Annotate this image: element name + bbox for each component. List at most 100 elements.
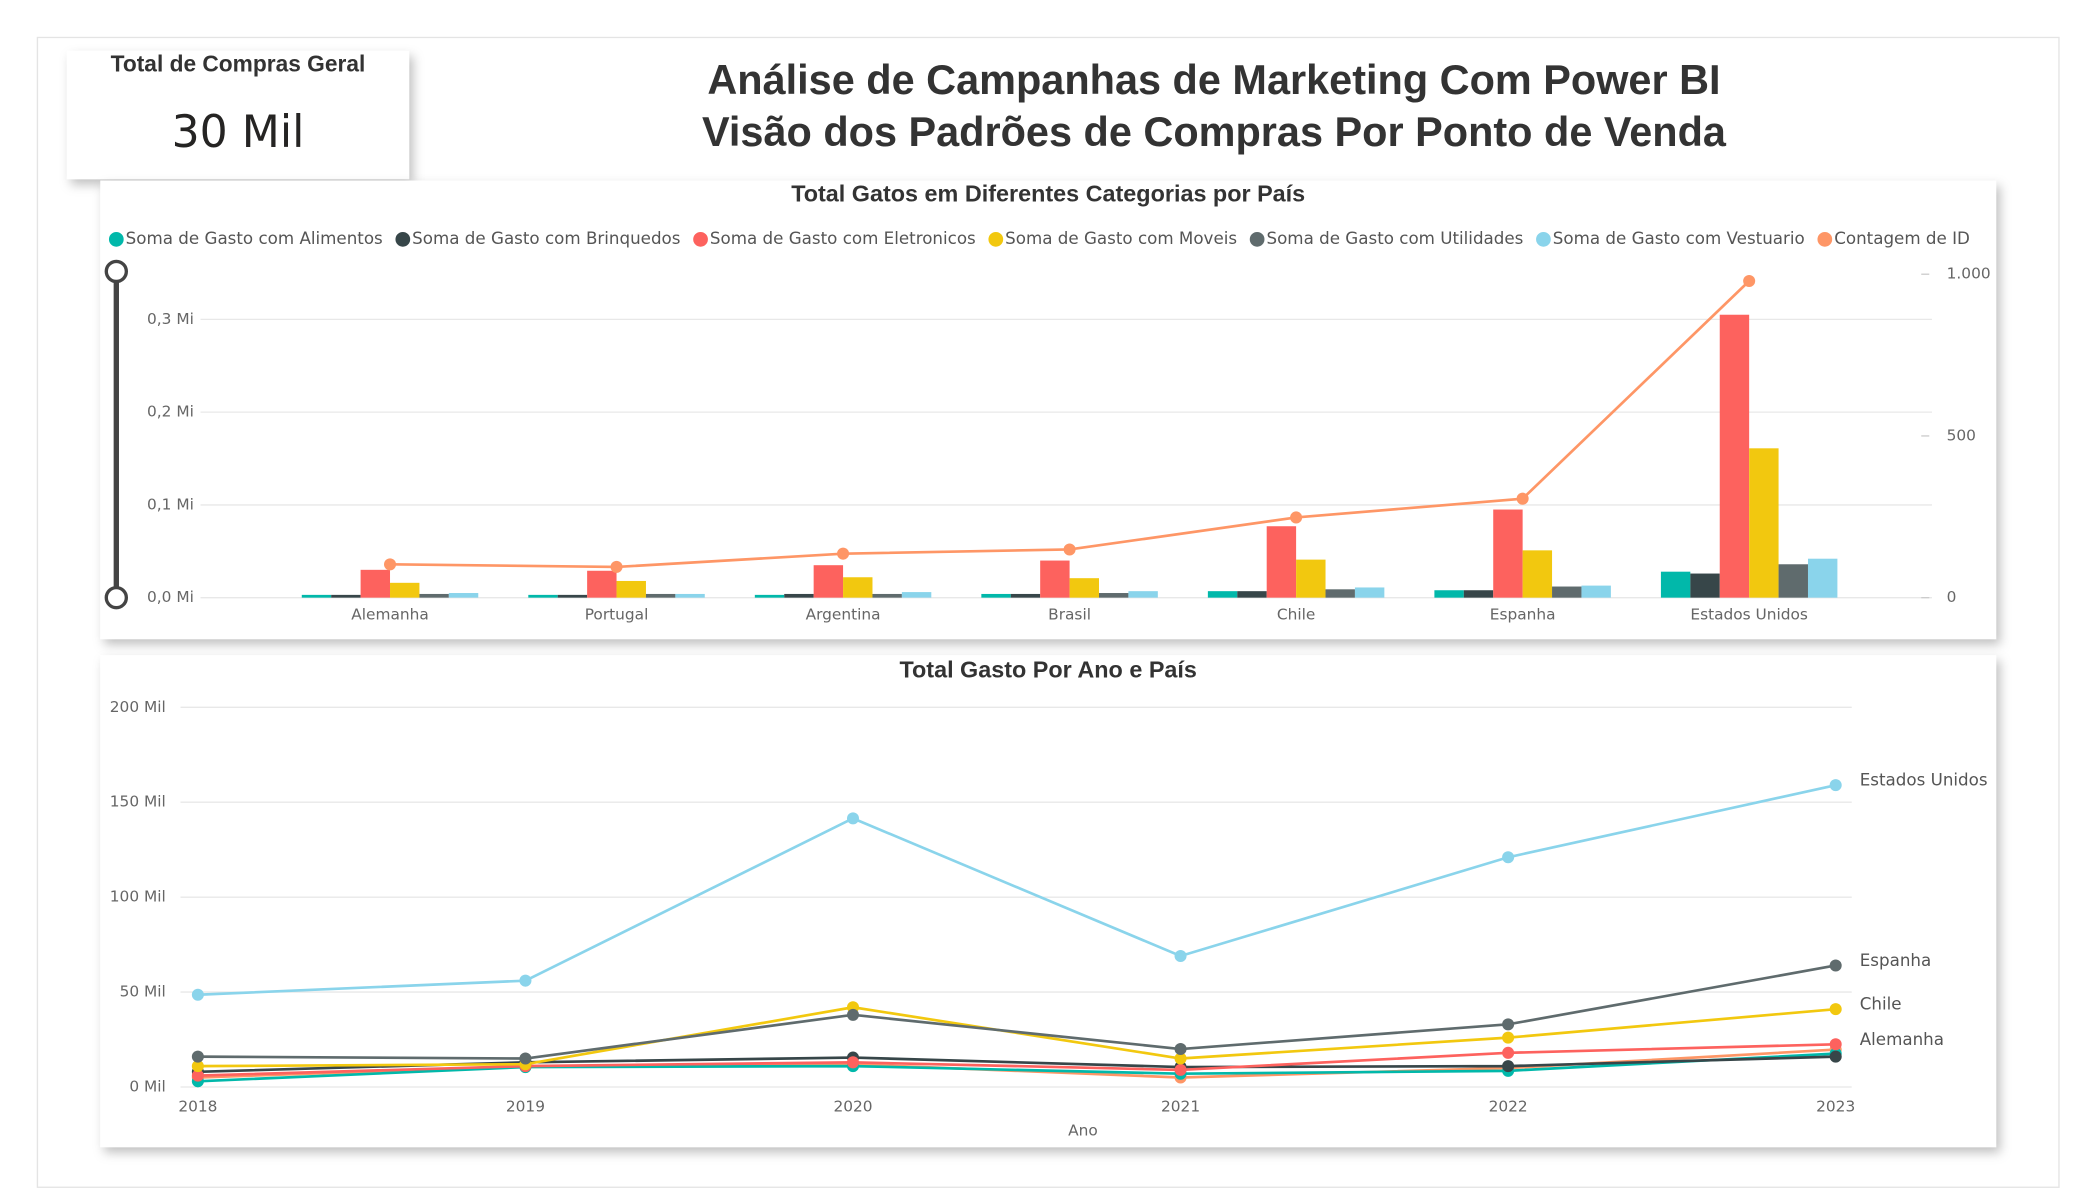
y-tick-label: 0,1 Mi (147, 495, 194, 513)
line-point (846, 812, 860, 825)
bar (1296, 559, 1326, 598)
y2-tick-label: 0 (1947, 588, 1957, 606)
line-point (846, 1056, 860, 1069)
bar (1581, 585, 1611, 598)
line-point (1174, 1043, 1187, 1056)
page-title: Análise de Campanhas de Marketing Com Po… (707, 56, 1720, 103)
bar (1207, 591, 1238, 598)
line-point (837, 547, 850, 560)
bar (1010, 593, 1041, 598)
bar (645, 593, 676, 598)
bar (1660, 571, 1691, 598)
legend-label: Soma de Gasto com Utilidades (1266, 228, 1523, 248)
series-end-label: Chile (1860, 994, 1902, 1014)
series-end-label: Estados Unidos (1860, 770, 1988, 790)
legend-marker (1536, 231, 1551, 247)
line-series (197, 783, 1836, 997)
y-tick-label: 0 Mil (129, 1077, 165, 1095)
chart-title: Total Gatos em Diferentes Categorias por… (791, 180, 1305, 206)
legend-label: Soma de Gasto com Moveis (1005, 228, 1237, 248)
line-point (519, 1052, 532, 1065)
line-point (1829, 1038, 1842, 1051)
bar (1552, 586, 1582, 598)
legend-label: Contagem de ID (1834, 228, 1970, 248)
kpi-label: Total de Compras Geral (111, 51, 366, 77)
y-tick-label: 150 Mil (110, 793, 166, 811)
bar (754, 594, 785, 598)
bar (1237, 591, 1267, 598)
y-tick-label: 200 Mil (110, 698, 166, 716)
line-point (1063, 543, 1076, 556)
bar (784, 593, 814, 598)
line-point (1502, 1018, 1515, 1031)
bar (675, 593, 705, 598)
y2-tick-label: 1.000 (1947, 265, 1991, 283)
bar (1463, 590, 1494, 598)
frame (36, 36, 2060, 1188)
slider-handle[interactable] (104, 585, 129, 610)
y-tick-label: 100 Mil (110, 888, 166, 906)
bar (1069, 578, 1100, 598)
line-point (384, 558, 397, 571)
line-point (1829, 779, 1842, 792)
bar (901, 592, 932, 598)
line-point (1829, 959, 1842, 972)
x-tick-label: Espanha (1490, 606, 1556, 624)
bar (528, 594, 558, 598)
bar (1749, 448, 1779, 598)
bar (1778, 564, 1808, 598)
bar (1040, 560, 1070, 598)
line-point (191, 988, 204, 1001)
bar (1128, 591, 1158, 598)
x-tick-label: 2021 (1161, 1098, 1200, 1116)
line-point (191, 1050, 204, 1063)
x-tick-label: 2018 (178, 1098, 217, 1116)
bar (813, 565, 844, 598)
bar (843, 577, 873, 598)
bar (1690, 573, 1720, 598)
bar (1807, 558, 1838, 598)
bar (419, 593, 449, 598)
bar (1719, 314, 1750, 598)
y2-tick-label: 500 (1947, 426, 1976, 444)
line-point (1502, 851, 1515, 864)
legend-label: Soma de Gasto com Brinquedos (412, 228, 680, 248)
line-point (1290, 511, 1303, 524)
x-tick-label: 2022 (1489, 1098, 1528, 1116)
bar (331, 594, 361, 598)
bar (1354, 587, 1385, 598)
line-point (1829, 1003, 1842, 1016)
x-tick-label: 2019 (506, 1098, 545, 1116)
bar (616, 580, 646, 598)
bar (1522, 550, 1553, 598)
bar (360, 569, 391, 598)
line-point (1502, 1031, 1515, 1044)
bar (587, 570, 617, 598)
line-point (1502, 1060, 1515, 1073)
line-point (1829, 1050, 1842, 1063)
line-point (1516, 492, 1529, 505)
bar (872, 593, 902, 598)
bar (390, 582, 420, 598)
x-tick-label: Chile (1277, 606, 1315, 624)
x-tick-label: Alemanha (351, 606, 428, 624)
legend-marker (693, 231, 708, 247)
y-tick-label: 0,2 Mi (147, 403, 194, 421)
slider-handle[interactable] (104, 259, 129, 284)
kpi-value: 30 Mil (172, 107, 305, 158)
chart-title: Total Gasto Por Ano e País (899, 656, 1196, 682)
line-series (197, 1052, 1836, 1083)
line-point (519, 974, 532, 987)
x-tick-label: 2023 (1816, 1098, 1855, 1116)
x-tick-label: Portugal (585, 606, 649, 624)
legend-marker (1249, 231, 1265, 247)
x-axis-label: Ano (1068, 1122, 1098, 1140)
line-point (1174, 1052, 1187, 1065)
y-tick-label: 50 Mil (120, 983, 166, 1001)
legend-marker (988, 231, 1004, 247)
bar (1493, 509, 1523, 598)
x-tick-label: Estados Unidos (1690, 606, 1808, 624)
line-point (1174, 1063, 1187, 1076)
